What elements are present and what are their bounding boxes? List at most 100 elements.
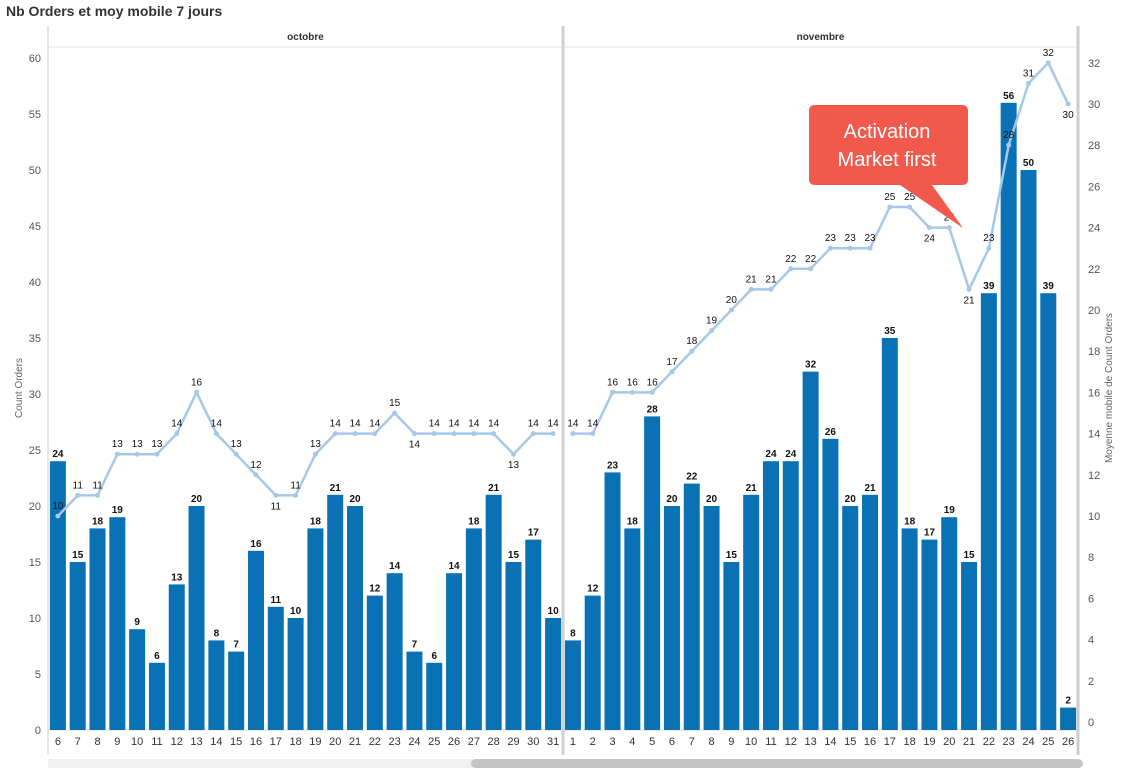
bar-value-label: 22 bbox=[686, 472, 698, 483]
callout-line-1: Activation bbox=[844, 121, 931, 143]
bar-value-label: 15 bbox=[726, 550, 738, 561]
horizontal-scrollbar[interactable] bbox=[48, 759, 1083, 768]
line-point bbox=[293, 492, 299, 498]
line-value-label: 11 bbox=[92, 480, 103, 491]
x-tick: 18 bbox=[289, 736, 301, 748]
callout-annotation: Activation Market first bbox=[809, 105, 968, 228]
y-left-tick: 10 bbox=[29, 613, 41, 625]
line-value-label: 14 bbox=[369, 419, 381, 430]
line-value-label: 21 bbox=[765, 274, 777, 285]
bar-value-label: 20 bbox=[706, 494, 718, 505]
line-point bbox=[1006, 142, 1012, 148]
bar bbox=[228, 651, 245, 730]
bar-value-label: 21 bbox=[864, 483, 876, 494]
line-value-label: 14 bbox=[587, 419, 599, 430]
line-value-label: 25 bbox=[884, 192, 896, 203]
line-point bbox=[95, 492, 101, 498]
x-tick: 26 bbox=[1062, 736, 1074, 748]
callout-bubble bbox=[809, 105, 968, 228]
line-point bbox=[273, 492, 279, 498]
bar bbox=[921, 539, 938, 730]
line-value-label: 25 bbox=[904, 192, 916, 203]
bar bbox=[604, 472, 621, 730]
line-point bbox=[55, 513, 61, 519]
x-tick: 26 bbox=[448, 736, 460, 748]
bar-value-label: 16 bbox=[250, 539, 262, 550]
line-value-label: 13 bbox=[151, 439, 163, 450]
line-value-label: 11 bbox=[290, 480, 301, 491]
x-tick: 14 bbox=[824, 736, 836, 748]
bar-value-label: 24 bbox=[785, 449, 797, 460]
x-tick: 3 bbox=[609, 736, 615, 748]
bar bbox=[901, 528, 918, 730]
bar bbox=[49, 461, 66, 730]
y-right-tick: 4 bbox=[1088, 635, 1094, 647]
bar-value-label: 18 bbox=[310, 516, 322, 527]
line-point bbox=[75, 492, 81, 498]
bar-value-label: 21 bbox=[746, 483, 758, 494]
line-point bbox=[827, 245, 833, 251]
bar-value-label: 21 bbox=[488, 483, 500, 494]
bar-value-label: 28 bbox=[647, 404, 659, 415]
line-point bbox=[154, 451, 160, 457]
bar-value-label: 32 bbox=[805, 360, 817, 371]
y-right-tick: 30 bbox=[1088, 99, 1100, 111]
line-value-label: 16 bbox=[647, 377, 659, 388]
line-point bbox=[728, 307, 734, 313]
y-left-tick: 60 bbox=[29, 53, 41, 65]
bar-value-label: 6 bbox=[431, 651, 437, 662]
bar bbox=[584, 595, 601, 730]
x-tick: 9 bbox=[728, 736, 734, 748]
line-value-label: 23 bbox=[845, 233, 857, 244]
scrollbar-thumb[interactable] bbox=[471, 759, 1083, 768]
line-point bbox=[748, 286, 754, 292]
line-point bbox=[629, 389, 635, 395]
bar bbox=[862, 494, 879, 730]
line-value-label: 28 bbox=[1003, 130, 1015, 141]
x-tick: 22 bbox=[983, 736, 995, 748]
x-tick: 9 bbox=[114, 736, 120, 748]
line-point bbox=[392, 410, 398, 416]
bar-value-label: 13 bbox=[171, 572, 183, 583]
moving-average-line bbox=[572, 60, 1070, 435]
line-point bbox=[372, 431, 378, 437]
line-point bbox=[709, 328, 715, 334]
x-tick: 16 bbox=[864, 736, 876, 748]
line-value-label: 14 bbox=[211, 419, 223, 430]
line-point bbox=[233, 451, 239, 457]
x-tick: 12 bbox=[171, 736, 183, 748]
bar bbox=[1020, 170, 1037, 730]
bar bbox=[347, 506, 364, 730]
bar-value-label: 20 bbox=[191, 494, 203, 505]
bar-series bbox=[49, 102, 1077, 731]
bar bbox=[426, 662, 443, 730]
x-tick: 17 bbox=[270, 736, 282, 748]
x-tick: 12 bbox=[785, 736, 797, 748]
y-right-tick: 10 bbox=[1088, 511, 1100, 523]
bar bbox=[842, 506, 859, 730]
line-point bbox=[847, 245, 853, 251]
x-tick: 28 bbox=[488, 736, 500, 748]
bar bbox=[1000, 102, 1017, 731]
bar bbox=[307, 528, 324, 730]
bar bbox=[109, 517, 126, 730]
bar bbox=[386, 573, 403, 730]
bar-value-label: 56 bbox=[1003, 91, 1015, 102]
bar bbox=[941, 517, 958, 730]
bar-value-label: 15 bbox=[963, 550, 975, 561]
x-tick: 16 bbox=[250, 736, 262, 748]
x-tick: 21 bbox=[963, 736, 975, 748]
bar-value-label: 18 bbox=[904, 516, 916, 527]
y-right-tick: 16 bbox=[1088, 387, 1100, 399]
bar bbox=[762, 461, 779, 730]
line-point bbox=[510, 451, 516, 457]
line-point bbox=[1045, 60, 1051, 66]
bar-value-label: 20 bbox=[666, 494, 678, 505]
line-value-label: 22 bbox=[805, 254, 817, 265]
line-value-label: 21 bbox=[746, 274, 758, 285]
line-value-label: 16 bbox=[607, 377, 619, 388]
bar-value-label: 15 bbox=[72, 550, 84, 561]
bar-value-label: 24 bbox=[765, 449, 777, 460]
bar bbox=[247, 550, 264, 730]
line-value-label: 14 bbox=[468, 419, 480, 430]
